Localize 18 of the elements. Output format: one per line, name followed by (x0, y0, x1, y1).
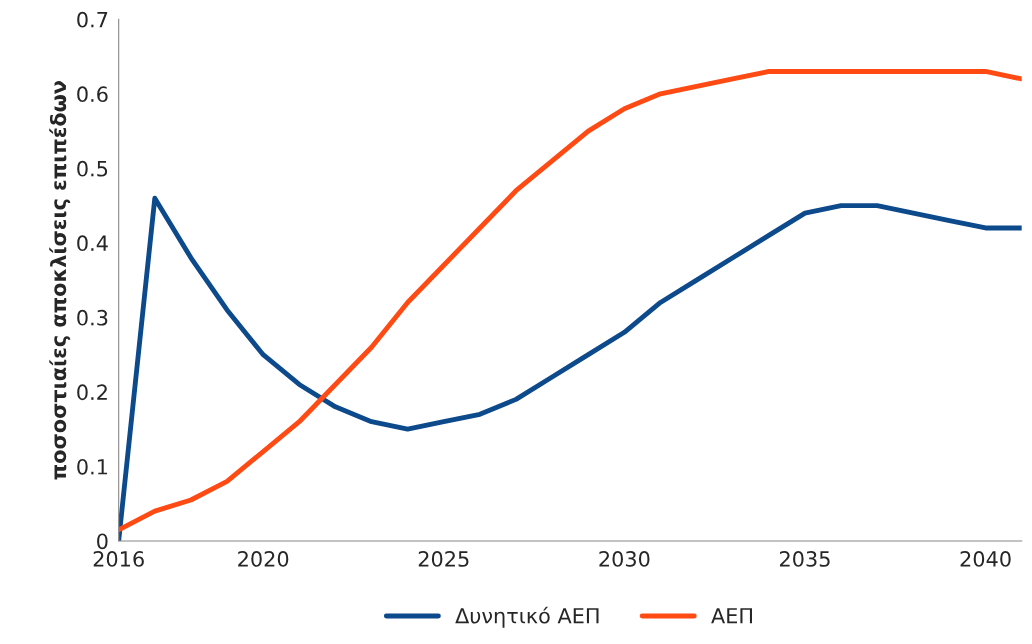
x-tick-label: 2030 (599, 551, 650, 567)
x-tick-label: 2025 (418, 551, 469, 567)
y-tick-label: 0 (97, 533, 108, 550)
y-axis-title: ποσοστιαίες αποκλίσεις επιπέδων (49, 81, 71, 480)
y-tick-label: 0.4 (77, 235, 108, 252)
y-tick-label: 0.3 (77, 309, 108, 326)
y-tick-label: 0.7 (77, 11, 108, 28)
legend-label: Δυνητικό ΑΕΠ (455, 606, 599, 628)
line-series (118, 69, 1022, 533)
x-tick-label: 2016 (93, 551, 144, 567)
y-tick-label: 0.5 (77, 160, 108, 177)
y-tick-label: 0.1 (77, 458, 108, 475)
x-tick-label: 2020 (238, 551, 289, 567)
y-tick-label: 0.2 (77, 384, 107, 401)
legend-label: ΑΕΠ (711, 608, 752, 624)
y-tick-label: 0.6 (77, 86, 108, 103)
x-tick-label: 2040 (960, 551, 1011, 567)
x-tick-label: 2035 (779, 551, 830, 567)
